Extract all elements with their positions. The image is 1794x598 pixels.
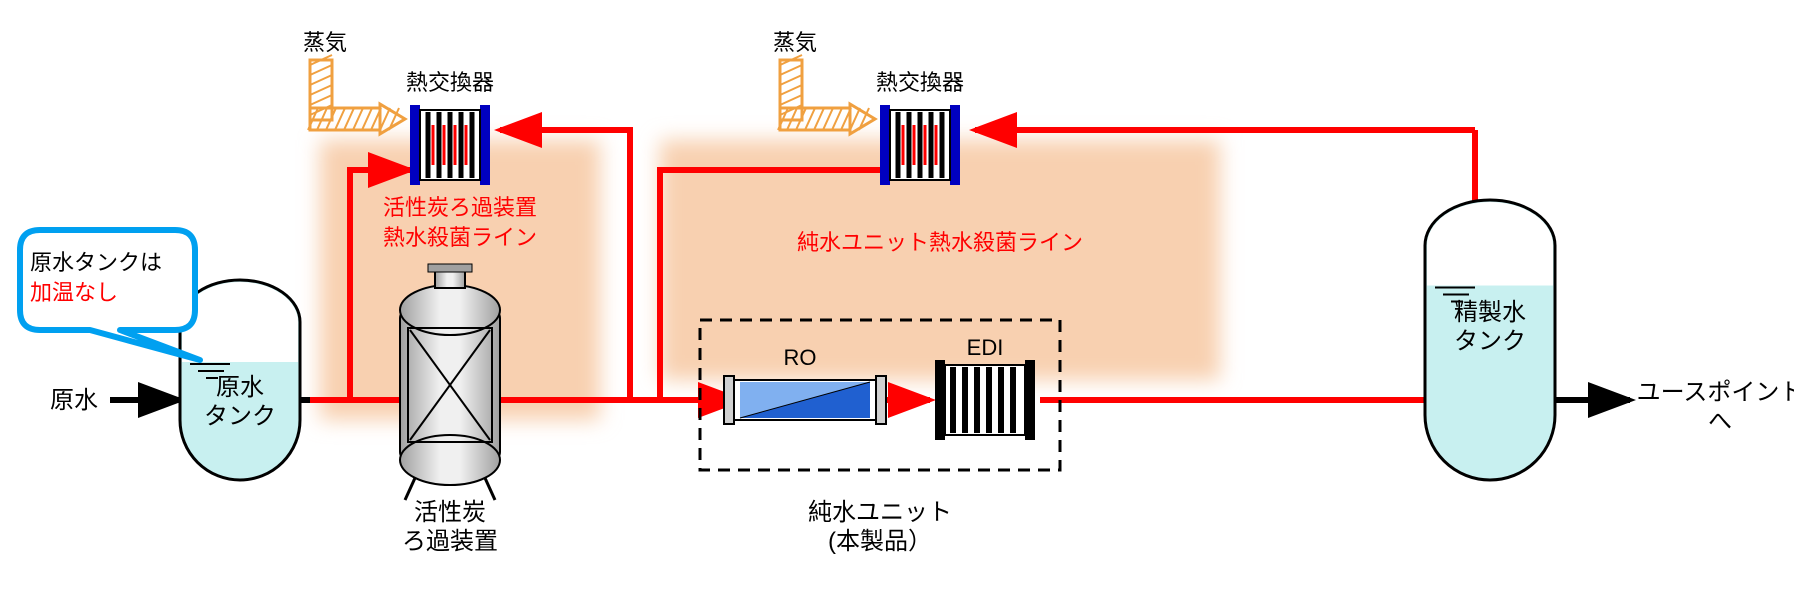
filter-vessel — [400, 264, 500, 500]
svg-text:蒸気: 蒸気 — [773, 30, 817, 55]
svg-text:純水ユニット熱水殺菌ライン: 純水ユニット熱水殺菌ライン — [797, 230, 1083, 255]
svg-text:ユースポイントへ: ユースポイントへ — [1637, 379, 1794, 435]
ro-module — [724, 376, 886, 424]
svg-text:熱水殺菌ライン: 熱水殺菌ライン — [383, 225, 537, 250]
svg-text:活性炭ろ過装置: 活性炭ろ過装置 — [383, 195, 537, 220]
water-treatment-diagram: 原水タンク精製水タンク原水タンクは加温なし原水活性炭ろ過装置活性炭ろ過装置熱水殺… — [0, 0, 1794, 598]
heat-exchanger-1 — [410, 105, 490, 185]
svg-text:熱交換器: 熱交換器 — [406, 70, 494, 95]
svg-text:EDI: EDI — [967, 335, 1004, 360]
svg-text:熱交換器: 熱交換器 — [876, 70, 964, 95]
svg-text:原水: 原水 — [50, 387, 98, 414]
svg-text:蒸気: 蒸気 — [303, 30, 347, 55]
svg-text:純水ユニット(本製品）: 純水ユニット(本製品） — [808, 499, 952, 555]
heat-exchanger-2 — [880, 105, 960, 185]
svg-text:原水タンクは: 原水タンクは — [30, 250, 162, 275]
svg-text:精製水タンク: 精製水タンク — [1454, 299, 1526, 355]
svg-text:RO: RO — [784, 345, 817, 370]
edi-module — [935, 360, 1035, 440]
steam-arrow-1 — [308, 55, 405, 134]
callout-raw-tank: 原水タンクは加温なし — [20, 230, 200, 360]
svg-text:活性炭ろ過装置: 活性炭ろ過装置 — [402, 499, 498, 555]
steam-arrow-2 — [778, 55, 875, 134]
svg-text:加温なし: 加温なし — [30, 280, 118, 305]
